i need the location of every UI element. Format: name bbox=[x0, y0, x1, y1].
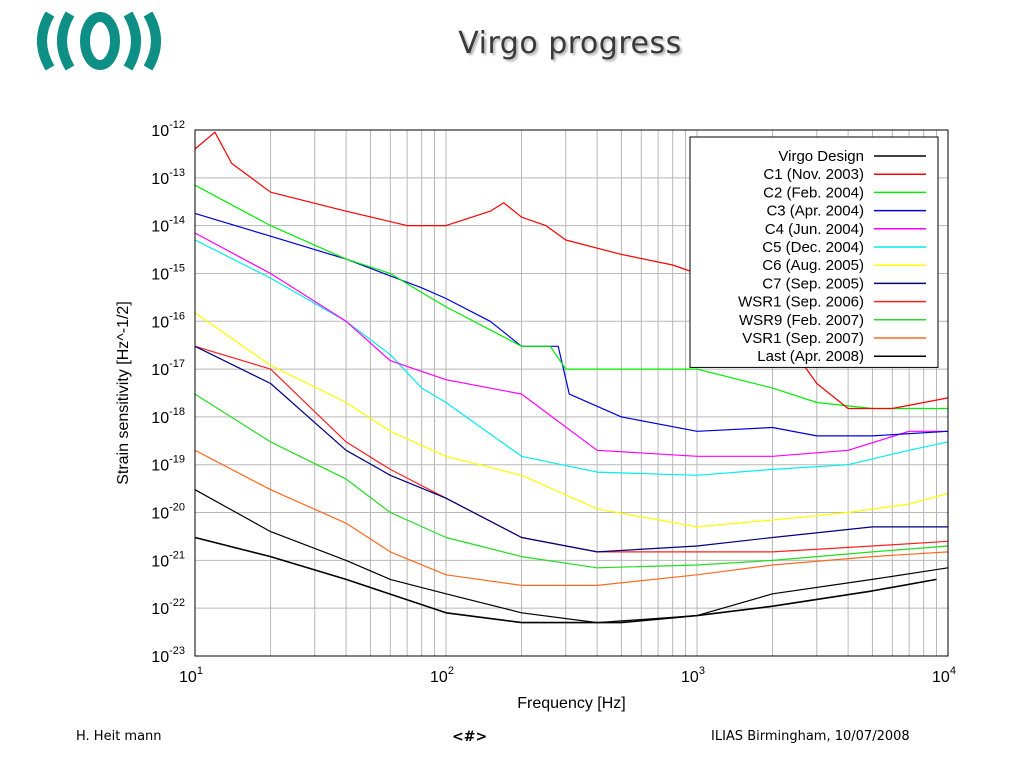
footer-event: ILIAS Birmingham, 10/07/2008 bbox=[711, 729, 910, 744]
y-tick-base: 10 bbox=[151, 553, 169, 570]
y-axis-label: Strain sensitivity [Hz^-1/2] bbox=[115, 301, 132, 485]
x-tick-labels: 101 102 103 104 bbox=[179, 665, 956, 686]
series-line bbox=[194, 345, 949, 553]
series-line bbox=[194, 449, 949, 587]
y-tick-label: 10-13 bbox=[151, 167, 185, 188]
virgo-logo bbox=[37, 11, 161, 71]
y-tick-exponent: -20 bbox=[169, 502, 185, 514]
series-line bbox=[194, 345, 948, 553]
y-tick-label: 10-16 bbox=[151, 310, 185, 331]
legend-label: WSR9 (Feb. 2007) bbox=[739, 312, 864, 329]
series-line bbox=[194, 212, 949, 437]
y-tick-labels: 10-1210-1310-1410-1510-1610-1710-1810-19… bbox=[151, 119, 185, 666]
y-tick-base: 10 bbox=[151, 266, 169, 283]
legend-label: C3 (Apr. 2004) bbox=[766, 203, 864, 220]
x-tick-label: 101 bbox=[179, 665, 203, 686]
y-tick-exponent: -18 bbox=[169, 406, 185, 418]
series-line bbox=[194, 489, 949, 624]
y-tick-base: 10 bbox=[151, 314, 169, 331]
y-tick-label: 10-18 bbox=[151, 406, 185, 427]
legend-label: C1 (Nov. 2003) bbox=[763, 166, 864, 183]
y-tick-exponent: -13 bbox=[169, 167, 185, 179]
legend-box bbox=[689, 136, 939, 368]
x-tick-exponent: 4 bbox=[950, 665, 956, 677]
y-tick-exponent: -12 bbox=[169, 119, 185, 131]
y-tick-exponent: -22 bbox=[169, 597, 185, 609]
x-tick-exponent: 1 bbox=[197, 665, 203, 677]
legend-label: VSR1 (Sep. 2007) bbox=[742, 330, 864, 347]
y-tick-base: 10 bbox=[151, 362, 169, 379]
y-tick-base: 10 bbox=[151, 410, 169, 427]
x-tick-label: 104 bbox=[932, 665, 956, 686]
x-tick-label: 102 bbox=[430, 665, 454, 686]
y-tick-label: 10-12 bbox=[151, 119, 185, 140]
plot-frame bbox=[194, 129, 949, 657]
legend-label: Last (Apr. 2008) bbox=[757, 348, 864, 365]
series-layer bbox=[194, 131, 949, 624]
legend-label: WSR1 (Sep. 2006) bbox=[738, 294, 864, 311]
y-tick-label: 10-14 bbox=[151, 215, 185, 236]
x-axis-label: Frequency [Hz] bbox=[517, 695, 625, 712]
y-tick-label: 10-19 bbox=[151, 454, 185, 475]
y-tick-exponent: -16 bbox=[169, 310, 185, 322]
x-tick-exponent: 3 bbox=[699, 665, 705, 677]
y-tick-label: 10-21 bbox=[151, 549, 185, 570]
slide-title: Virgo progress bbox=[458, 26, 682, 61]
series-line bbox=[194, 184, 948, 410]
y-tick-base: 10 bbox=[151, 171, 169, 188]
y-tick-base: 10 bbox=[151, 601, 169, 618]
y-tick-base: 10 bbox=[151, 219, 169, 236]
y-tick-label: 10-20 bbox=[151, 502, 185, 523]
legend-label: C5 (Dec. 2004) bbox=[762, 239, 864, 256]
y-tick-exponent: -14 bbox=[169, 215, 185, 227]
legend-label: Virgo Design bbox=[778, 148, 864, 165]
y-tick-exponent: -19 bbox=[169, 454, 185, 466]
legend-label: C2 (Feb. 2004) bbox=[763, 184, 864, 201]
sensitivity-chart: 101 102 103 104 10-1210-1310-1410-1510-1610… bbox=[115, 119, 956, 712]
y-tick-base: 10 bbox=[151, 506, 169, 523]
legend-label: C6 (Aug. 2005) bbox=[762, 257, 864, 274]
series-line bbox=[194, 393, 949, 569]
y-tick-base: 10 bbox=[151, 123, 169, 140]
footer-author: H. Heit mann bbox=[76, 729, 162, 744]
y-tick-exponent: -15 bbox=[169, 262, 185, 274]
series-line bbox=[194, 232, 948, 457]
series-line bbox=[194, 536, 937, 624]
legend-label: C7 (Sep. 2005) bbox=[762, 275, 864, 292]
x-tick-label: 103 bbox=[681, 665, 705, 686]
series-line bbox=[194, 312, 949, 528]
chart-grid bbox=[195, 130, 948, 656]
legend-label: C4 (Jun. 2004) bbox=[765, 221, 864, 238]
y-tick-label: 10-17 bbox=[151, 358, 185, 379]
x-tick-exponent: 2 bbox=[448, 665, 454, 677]
y-tick-exponent: -23 bbox=[169, 645, 185, 657]
y-tick-exponent: -21 bbox=[169, 549, 185, 561]
y-tick-label: 10-23 bbox=[151, 645, 185, 666]
y-tick-exponent: -17 bbox=[169, 358, 185, 370]
y-tick-label: 10-22 bbox=[151, 597, 185, 618]
y-tick-base: 10 bbox=[151, 458, 169, 475]
y-tick-base: 10 bbox=[151, 649, 169, 666]
y-tick-label: 10-15 bbox=[151, 262, 185, 283]
logo-arcs-icon bbox=[37, 11, 161, 71]
footer-page-number: <#> bbox=[452, 729, 488, 745]
